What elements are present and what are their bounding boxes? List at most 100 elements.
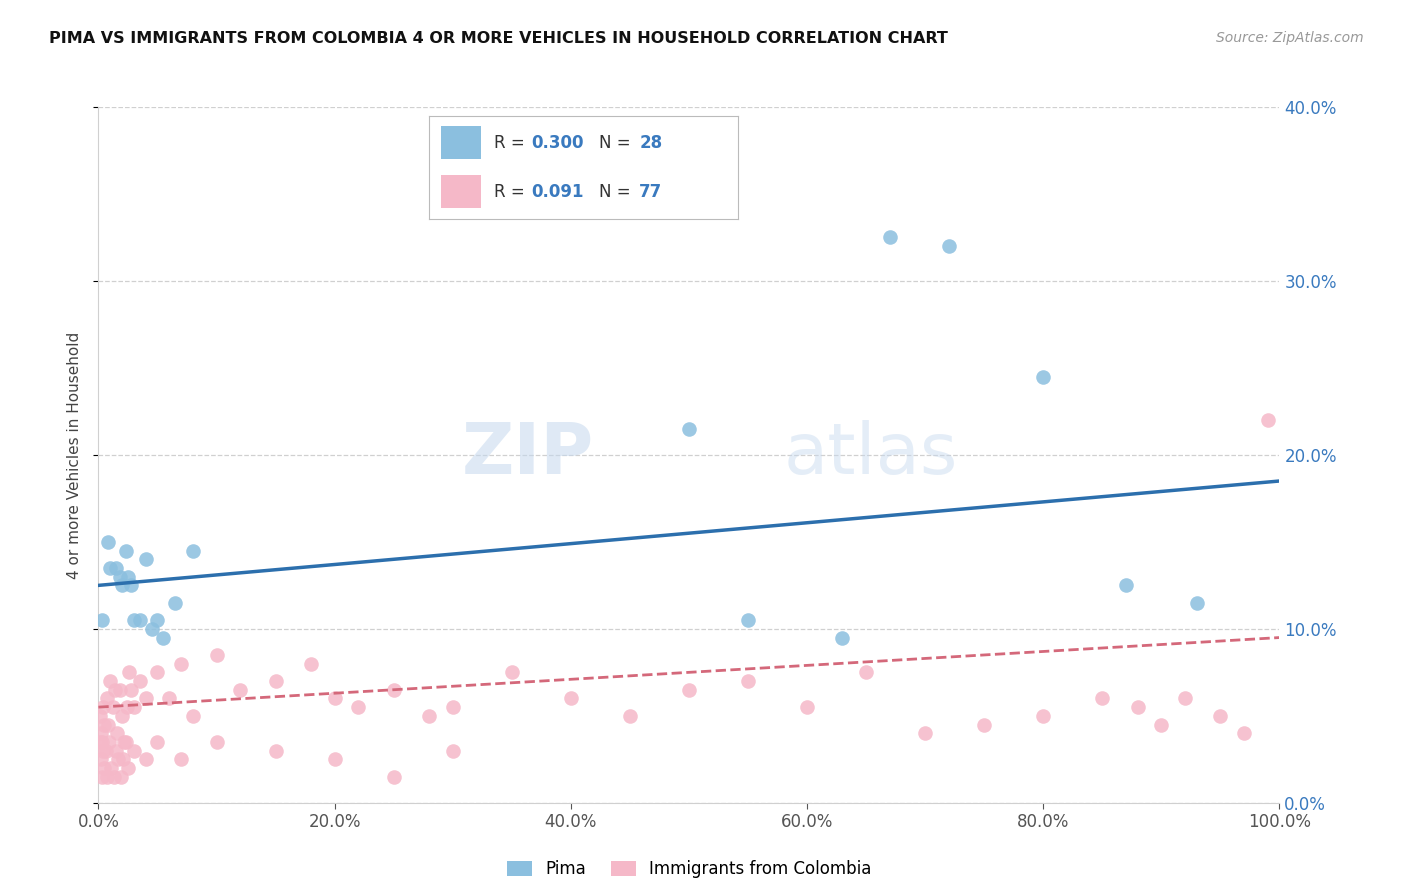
Point	[128, 613, 150, 627]
Point	[938, 239, 960, 253]
Point	[678, 682, 700, 697]
Point	[1150, 717, 1173, 731]
Point	[382, 770, 405, 784]
Text: R =: R =	[494, 134, 530, 152]
Point	[1032, 708, 1054, 723]
Point	[105, 561, 128, 575]
Point	[181, 708, 204, 723]
Point	[441, 744, 464, 758]
Legend: Pima, Immigrants from Colombia: Pima, Immigrants from Colombia	[501, 854, 877, 885]
Point	[108, 570, 131, 584]
Point	[165, 596, 187, 610]
Point	[1091, 691, 1114, 706]
Text: atlas: atlas	[783, 420, 957, 490]
Text: N =: N =	[599, 183, 636, 201]
Point	[1233, 726, 1256, 740]
Point	[97, 717, 120, 731]
Point	[117, 761, 139, 775]
Point	[89, 735, 111, 749]
Point	[98, 674, 121, 689]
Point	[97, 534, 120, 549]
Point	[105, 726, 128, 740]
Point	[418, 708, 440, 723]
Point	[96, 770, 118, 784]
Point	[382, 682, 405, 697]
Text: Source: ZipAtlas.com: Source: ZipAtlas.com	[1216, 31, 1364, 45]
Point	[229, 682, 252, 697]
Point	[170, 657, 193, 671]
Point	[91, 613, 114, 627]
Point	[91, 770, 114, 784]
Point	[619, 708, 641, 723]
Point	[101, 700, 124, 714]
Point	[117, 570, 139, 584]
Point	[737, 613, 759, 627]
Point	[1209, 708, 1232, 723]
Point	[128, 674, 150, 689]
Y-axis label: 4 or more Vehicles in Household: 4 or more Vehicles in Household	[67, 331, 83, 579]
Text: 28: 28	[640, 134, 662, 152]
Bar	[441, 126, 481, 159]
Point	[501, 665, 523, 680]
Point	[118, 665, 141, 680]
Point	[146, 613, 169, 627]
Text: 0.300: 0.300	[531, 134, 583, 152]
Point	[1185, 596, 1208, 610]
Point	[115, 700, 138, 714]
Point	[90, 726, 112, 740]
Point	[111, 578, 134, 592]
Point	[91, 744, 114, 758]
Point	[264, 674, 287, 689]
Point	[91, 735, 114, 749]
Point	[121, 578, 143, 592]
Point	[122, 700, 145, 714]
Point	[122, 613, 145, 627]
Point	[170, 752, 193, 766]
Point	[879, 230, 901, 244]
Point	[103, 770, 125, 784]
Point	[90, 752, 112, 766]
Point	[141, 622, 163, 636]
Text: 0.091: 0.091	[531, 183, 583, 201]
Point	[110, 770, 132, 784]
Point	[323, 752, 346, 766]
Point	[914, 726, 936, 740]
Point	[441, 700, 464, 714]
Point	[678, 422, 700, 436]
Point	[96, 691, 118, 706]
Point	[152, 631, 174, 645]
Point	[122, 744, 145, 758]
Point	[112, 752, 135, 766]
Text: 77: 77	[640, 183, 662, 201]
Point	[98, 735, 121, 749]
Point	[1126, 700, 1149, 714]
Point	[157, 691, 180, 706]
Point	[1032, 369, 1054, 384]
Point	[114, 543, 136, 558]
Point	[135, 752, 157, 766]
Point	[100, 761, 122, 775]
Point	[1174, 691, 1197, 706]
Point	[146, 735, 169, 749]
Point	[135, 691, 157, 706]
Point	[205, 735, 228, 749]
Point	[831, 631, 853, 645]
Point	[323, 691, 346, 706]
Point	[108, 682, 131, 697]
Point	[105, 744, 128, 758]
Point	[1257, 413, 1279, 427]
Point	[112, 735, 135, 749]
Point	[855, 665, 877, 680]
Point	[973, 717, 995, 731]
Text: N =: N =	[599, 134, 636, 152]
Point	[93, 761, 115, 775]
Point	[104, 682, 127, 697]
Point	[98, 561, 121, 575]
Point	[93, 717, 115, 731]
Point	[91, 700, 114, 714]
Point	[205, 648, 228, 662]
Point	[121, 682, 143, 697]
Point	[89, 708, 111, 723]
Point	[146, 665, 169, 680]
Text: ZIP: ZIP	[463, 420, 595, 490]
